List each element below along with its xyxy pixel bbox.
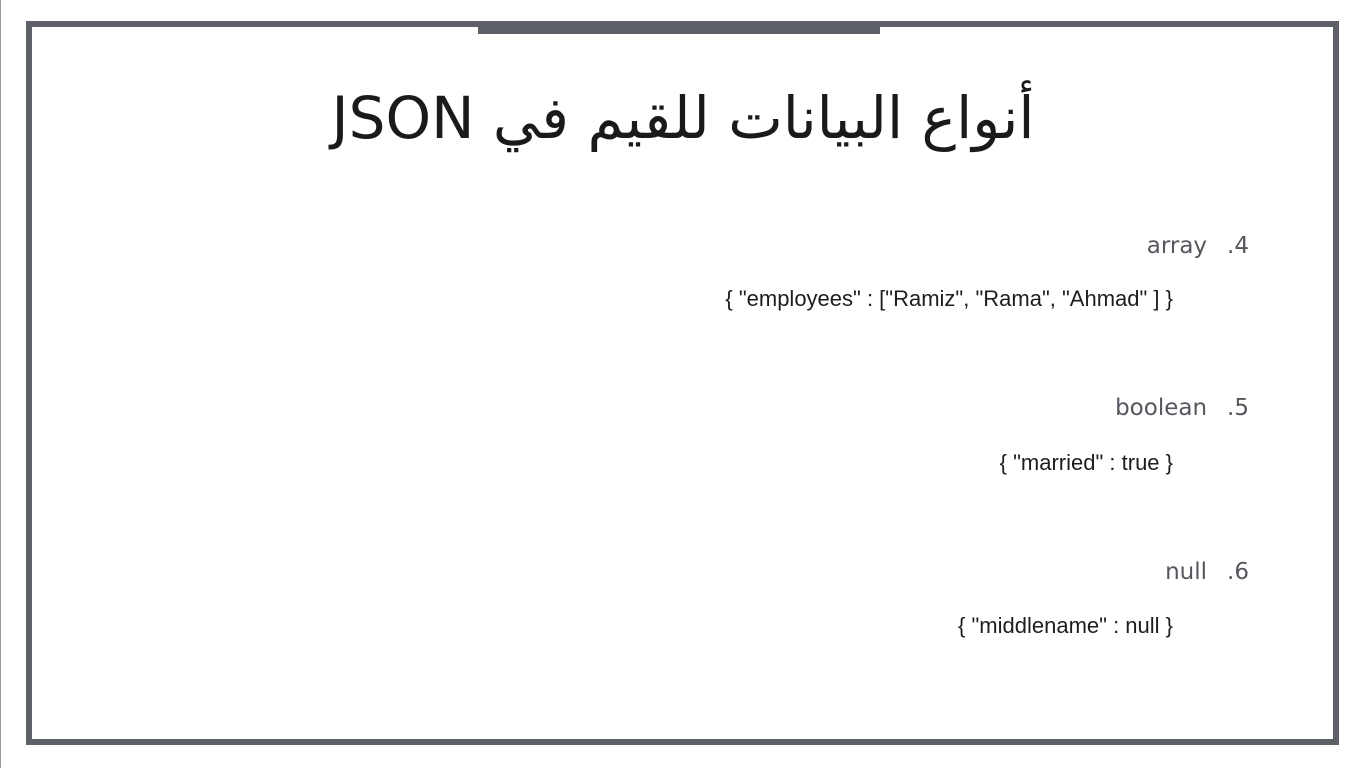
item-number: .6 <box>1227 559 1249 585</box>
item-number: .4 <box>1227 233 1249 259</box>
item-example-boolean: { "married" : true } <box>999 450 1173 475</box>
item-heading-boolean: boolean .5 <box>1115 393 1249 423</box>
item-heading-array: array .4 <box>1147 231 1249 261</box>
item-number: .5 <box>1227 395 1249 421</box>
window-edge <box>0 0 1 768</box>
slide-frame <box>26 21 1339 745</box>
item-type-label: array <box>1146 233 1208 259</box>
item-heading-null: null .6 <box>1165 557 1249 587</box>
item-type-label: null <box>1165 559 1208 585</box>
slide-title: أنواع البيانات للقيم في JSON <box>331 84 1035 152</box>
top-accent-bar <box>478 27 880 34</box>
item-example-array: { "employees" : ["Ramiz", "Rama", "Ahmad… <box>725 286 1173 311</box>
item-example-null: { "middlename" : null } <box>958 613 1173 638</box>
item-type-label: boolean <box>1115 395 1208 421</box>
